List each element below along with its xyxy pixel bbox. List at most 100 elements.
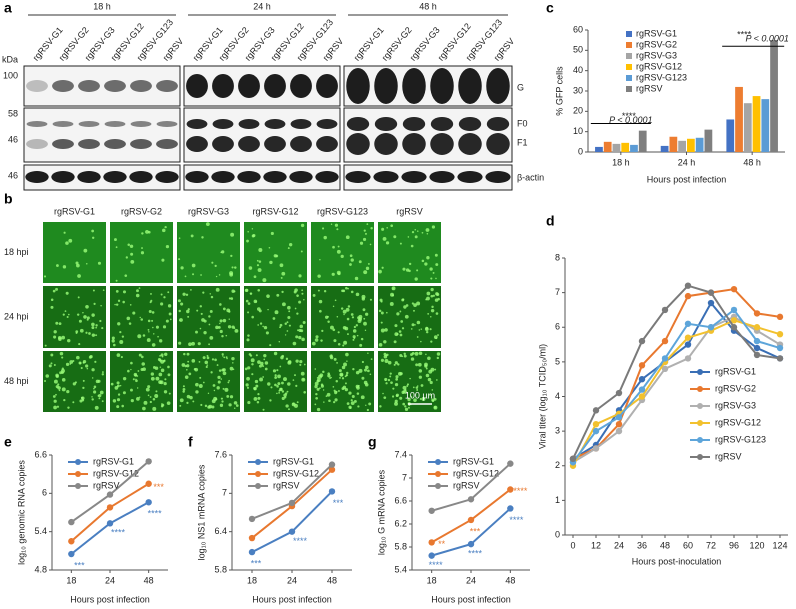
cell: [148, 309, 152, 313]
cell: [345, 307, 350, 312]
blot-band: [374, 133, 398, 155]
timepoint-label: 48 h: [419, 1, 437, 11]
cell: [206, 364, 209, 366]
cell: [115, 303, 119, 306]
cell: [320, 339, 323, 342]
cell: [233, 401, 238, 405]
y-tick-label: 60: [573, 24, 583, 34]
cell: [370, 227, 373, 230]
bar: [752, 96, 761, 152]
cell: [323, 401, 325, 403]
cell: [254, 379, 259, 384]
cell: [246, 386, 250, 389]
band-label: G: [517, 82, 524, 92]
cell: [82, 360, 87, 364]
cell: [198, 360, 201, 363]
cell: [355, 292, 360, 297]
cell: [91, 326, 95, 330]
cell: [86, 367, 89, 370]
cell: [328, 399, 331, 403]
cell: [385, 241, 390, 245]
cell: [256, 259, 259, 262]
cell: [394, 332, 399, 337]
bar: [695, 137, 704, 152]
cell: [62, 265, 67, 269]
y-tick-label: 7.6: [214, 449, 227, 459]
point: [776, 313, 784, 321]
cell: [85, 263, 88, 265]
cell: [380, 311, 384, 315]
blot-band: [104, 80, 126, 92]
legend-marker: [75, 483, 81, 489]
cell: [420, 340, 422, 343]
legend-label: rgRSV-G12: [93, 468, 139, 478]
blot-band: [156, 139, 178, 149]
cell: [292, 341, 297, 346]
cell: [247, 366, 251, 370]
row-label: 24 hpi: [4, 311, 29, 321]
cell: [406, 383, 410, 386]
y-tick-label: 5.8: [214, 564, 227, 574]
cell: [365, 266, 370, 271]
cell: [219, 329, 223, 334]
cell: [350, 290, 354, 294]
cell: [273, 351, 278, 356]
cell: [346, 402, 350, 405]
blot-band: [458, 68, 482, 104]
cell: [296, 312, 299, 315]
cell: [433, 406, 437, 409]
cell: [211, 405, 215, 409]
cell: [136, 289, 139, 293]
bar: [726, 119, 735, 152]
cell: [127, 243, 130, 247]
cell: [201, 236, 204, 239]
cell: [191, 341, 195, 346]
cell: [420, 328, 423, 330]
cell: [380, 321, 383, 324]
cell: [425, 228, 430, 232]
blot-band: [430, 133, 454, 155]
y-tick-label: 7.4: [394, 449, 407, 459]
cell: [286, 321, 289, 324]
point: [753, 351, 761, 359]
cell: [279, 387, 283, 392]
panel-label: f: [188, 434, 193, 450]
y-tick-label: 5.4: [34, 526, 47, 536]
cell: [184, 275, 187, 278]
cell: [137, 370, 140, 372]
marker-label: 100: [3, 70, 18, 80]
cell: [160, 302, 164, 306]
cell: [65, 291, 69, 295]
cell: [163, 381, 167, 386]
x-tick-label: 24: [287, 575, 297, 585]
cell: [226, 395, 230, 398]
blot-band: [346, 117, 370, 131]
cell: [136, 397, 140, 401]
cell: [66, 315, 69, 319]
x-axis-label: Hours post infection: [70, 594, 150, 604]
point: [592, 427, 600, 435]
cell: [427, 356, 431, 361]
cell: [227, 381, 230, 384]
y-tick-label: 7: [222, 488, 227, 498]
blot-band: [130, 139, 152, 149]
cell: [223, 356, 226, 359]
cell: [161, 355, 164, 358]
cell: [393, 235, 397, 239]
point: [68, 550, 75, 558]
cell: [215, 287, 220, 292]
point: [569, 455, 577, 463]
cell: [347, 287, 349, 290]
cell: [390, 381, 393, 385]
cell: [152, 398, 156, 401]
blot-band: [238, 136, 260, 152]
point: [106, 504, 114, 511]
cell: [295, 384, 298, 387]
blot-band: [78, 80, 100, 92]
cell: [404, 407, 409, 412]
cell: [430, 277, 433, 280]
point: [328, 466, 336, 473]
cell: [165, 244, 170, 249]
cell: [334, 223, 339, 227]
cell: [387, 378, 391, 382]
